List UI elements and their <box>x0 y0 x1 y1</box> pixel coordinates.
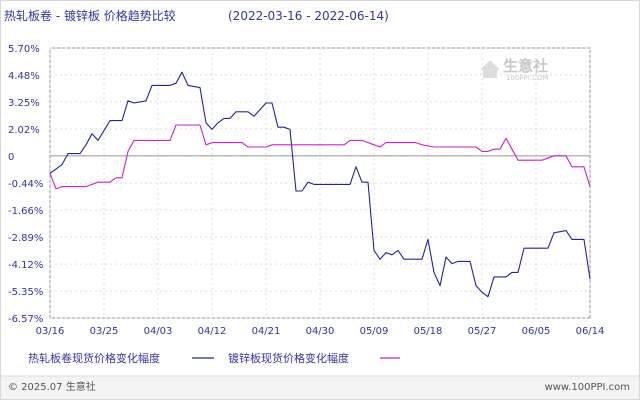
y-tick-label: -2.89% <box>8 233 43 244</box>
y-tick-label: 0 <box>8 152 14 163</box>
house-icon <box>480 60 500 78</box>
y-tick-label: 3.25% <box>8 98 40 109</box>
x-tick-label: 05/09 <box>360 326 389 337</box>
series-line-galvanized <box>49 124 591 190</box>
series-line-hot-rolled <box>49 71 591 298</box>
y-tick-label: 4.48% <box>8 71 40 82</box>
legend: 热轧板卷现货价格变化幅度 镀锌板现货价格变化幅度 <box>28 351 400 365</box>
x-tick-label: 04/30 <box>306 326 335 337</box>
y-tick-label: -1.66% <box>8 206 43 217</box>
watermark-logo: 生意社 100PPI.COM <box>480 57 549 82</box>
x-tick-label: 03/25 <box>90 326 119 337</box>
footer-url: www.100PPI.com <box>545 382 630 393</box>
footer-copyright: © 2025.07 生意社 <box>8 380 96 393</box>
chart-title: 热轧板卷 - 镀锌板 价格趋势比较 <box>4 8 176 23</box>
x-tick-label: 05/18 <box>414 326 443 337</box>
y-tick-label: -0.44% <box>8 179 43 190</box>
legend-label-galvanized: 镀锌板现货价格变化幅度 <box>228 351 349 365</box>
y-tick-label: -5.35% <box>8 287 43 298</box>
series-lines <box>49 71 591 298</box>
watermark-brand: 生意社 <box>503 57 548 75</box>
x-tick-label: 04/03 <box>144 326 173 337</box>
y-axis: 5.70% 4.48% 3.25% 2.02% 0 -0.44% -1.66% -2.89% -… <box>8 44 43 325</box>
y-tick-label: -4.12% <box>8 260 43 271</box>
x-tick-label: 06/14 <box>576 326 605 337</box>
x-tick-label: 05/27 <box>468 326 497 337</box>
x-tick-label: 03/16 <box>36 326 65 337</box>
x-axis: 03/16 03/25 04/03 04/12 04/21 04/30 05/09 05/18… <box>36 326 605 337</box>
x-tick-label: 04/12 <box>198 326 227 337</box>
footer-bar <box>0 376 640 400</box>
x-tick-label: 04/21 <box>252 326 281 337</box>
chart-date-range: (2022-03-16 - 2022-06-14) <box>228 9 389 23</box>
watermark-url: 100PPI.COM <box>506 74 549 82</box>
legend-label-hot-rolled: 热轧板卷现货价格变化幅度 <box>28 351 160 365</box>
y-tick-label: 2.02% <box>8 125 40 136</box>
y-tick-label: 5.70% <box>8 44 40 55</box>
grid-lines <box>49 47 591 319</box>
y-tick-label: -6.57% <box>8 314 43 325</box>
x-tick-label: 06/05 <box>522 326 551 337</box>
